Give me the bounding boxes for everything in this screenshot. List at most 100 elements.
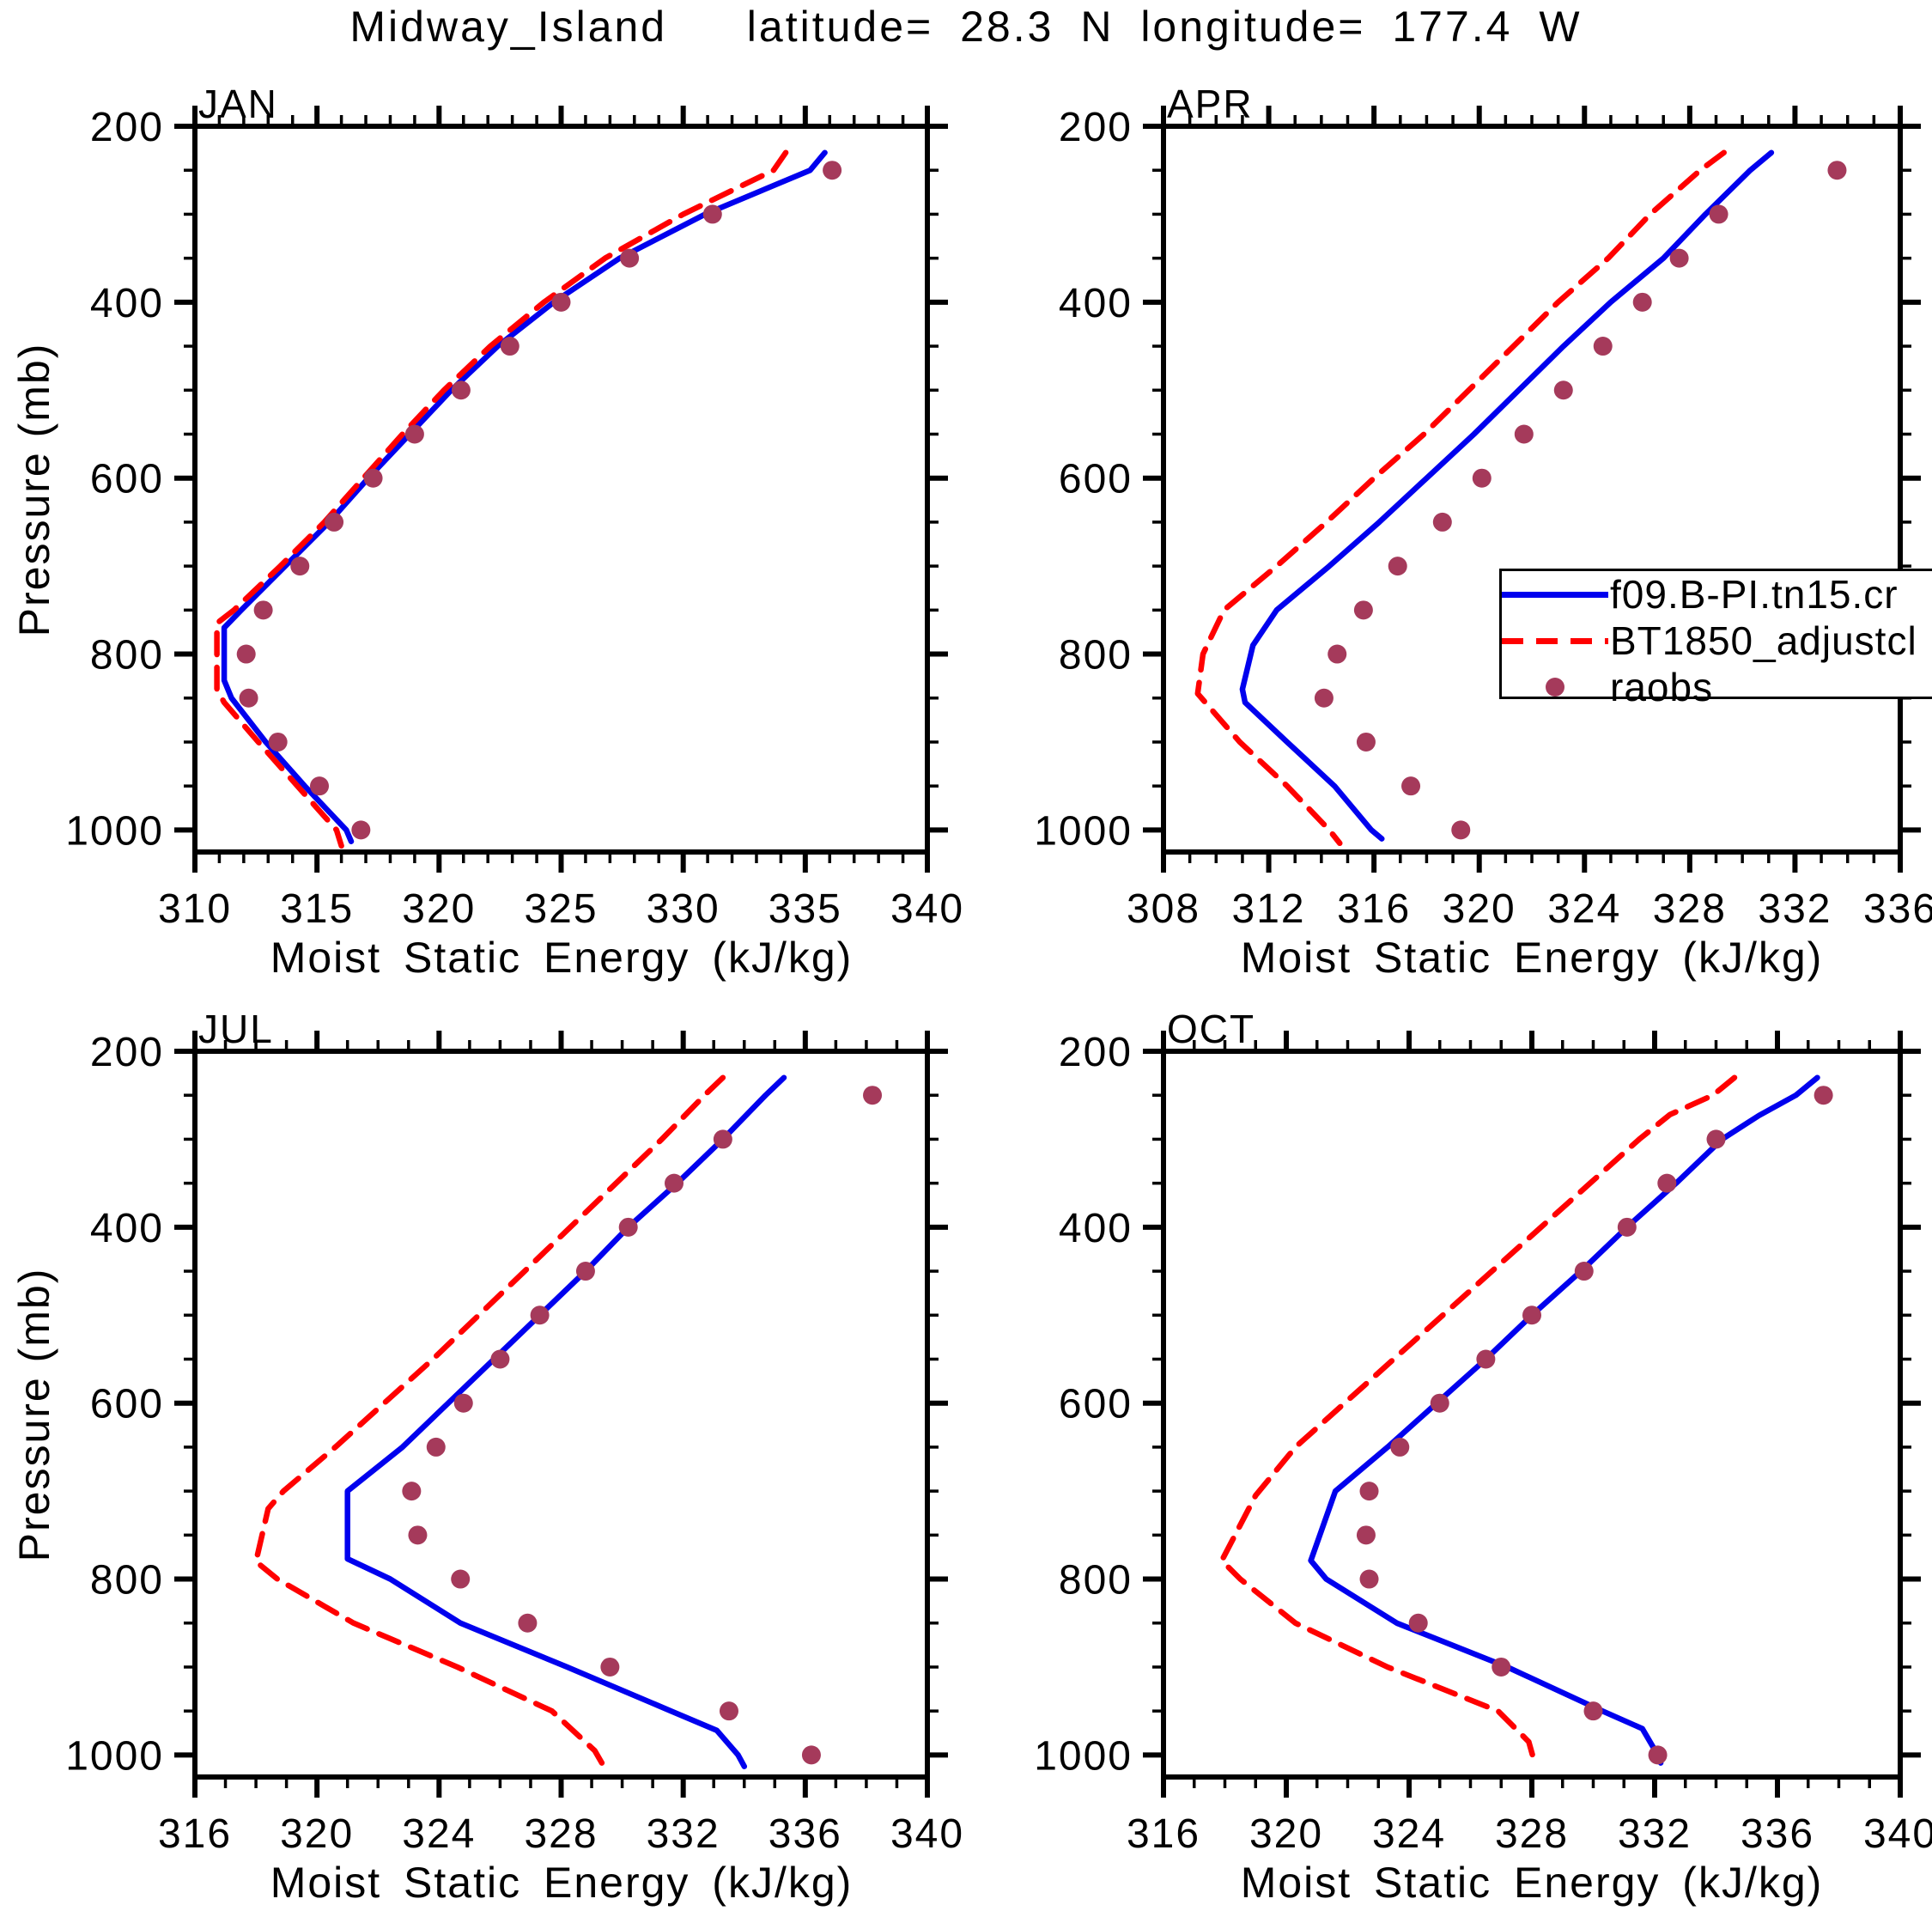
y-axis-apr: 200 400 600 800 1000 bbox=[1034, 105, 1921, 854]
raobs-dot bbox=[1451, 820, 1471, 840]
raobs-dot bbox=[1327, 644, 1347, 664]
raobs-dot bbox=[702, 204, 722, 224]
x-tick-label: 330 bbox=[647, 886, 720, 932]
x-axis-jan: 310 315 320 325 330 335 340 bbox=[158, 106, 963, 932]
raobs-dot bbox=[490, 1349, 510, 1369]
plot-frame-oct bbox=[1161, 1049, 1903, 1780]
model-curve-jul bbox=[344, 1074, 787, 1769]
x-tick-label: 310 bbox=[158, 886, 232, 932]
raobs-dot bbox=[500, 337, 519, 356]
x-tick-label: 332 bbox=[1618, 1811, 1692, 1857]
legend: f09.B-PI.tn15.cr BT1850_adjustcl raobs bbox=[1499, 569, 1932, 709]
raobs-dot bbox=[1314, 688, 1334, 708]
raobs-dot bbox=[1632, 292, 1652, 312]
x-tick-label: 336 bbox=[1741, 1811, 1814, 1857]
x-tick-label: 328 bbox=[524, 1811, 598, 1857]
y-tick-label: 400 bbox=[90, 281, 164, 326]
raobs-dot bbox=[530, 1305, 550, 1325]
x-tick-label: 335 bbox=[769, 886, 842, 932]
x-tick-label: 320 bbox=[402, 886, 476, 932]
raobs-dot bbox=[618, 1217, 638, 1237]
x-tick-label: 320 bbox=[280, 1811, 354, 1857]
raobs-dot bbox=[1648, 1745, 1668, 1765]
raobs-dot bbox=[1472, 468, 1492, 488]
raobs-dot bbox=[253, 600, 273, 620]
raobs-dot bbox=[600, 1657, 620, 1677]
y-tick-label: 400 bbox=[1059, 281, 1133, 326]
raobs-dot bbox=[404, 424, 424, 444]
raobs-dot bbox=[453, 1393, 473, 1413]
y-tick-label: 600 bbox=[1059, 1382, 1133, 1427]
legend-red-dashed-line-icon bbox=[1502, 637, 1608, 644]
legend-blue-solid-line-icon bbox=[1502, 591, 1608, 598]
raobs-dot bbox=[451, 380, 471, 400]
raobs-dot bbox=[575, 1262, 595, 1281]
y-tick-label: 600 bbox=[1059, 457, 1133, 502]
y-tick-label: 600 bbox=[90, 1382, 164, 1427]
raobs-dot bbox=[1356, 1525, 1376, 1545]
y-tick-label: 200 bbox=[1059, 105, 1133, 150]
x-tick-label: 316 bbox=[158, 1811, 232, 1857]
legend-row-model: f09.B-PI.tn15.cr bbox=[1502, 571, 1932, 618]
x-tick-label: 324 bbox=[1547, 886, 1621, 932]
y-tick-label: 200 bbox=[90, 105, 164, 150]
plot-frame-jul bbox=[192, 1049, 930, 1780]
raobs-dot bbox=[1356, 732, 1376, 752]
raobs-dot bbox=[1706, 1129, 1726, 1149]
y-tick-label: 400 bbox=[1059, 1206, 1133, 1251]
y-tick-label: 1000 bbox=[65, 1733, 164, 1779]
raobs-dot bbox=[1388, 557, 1407, 576]
x-tick-label: 336 bbox=[1863, 886, 1932, 932]
raobs-dot bbox=[1476, 1349, 1496, 1369]
bt1850-curve-jul bbox=[252, 1074, 726, 1769]
raobs-dots-jan bbox=[236, 161, 842, 840]
legend-row-bt1850: BT1850_adjustcl bbox=[1502, 618, 1932, 664]
raobs-dot bbox=[1514, 424, 1534, 444]
raobs-dot bbox=[1657, 1173, 1677, 1193]
raobs-dots-apr bbox=[1314, 161, 1847, 840]
raobs-dot bbox=[1617, 1217, 1637, 1237]
x-tick-label: 315 bbox=[280, 886, 354, 932]
raobs-dots-oct bbox=[1356, 1086, 1833, 1765]
x-tick-label: 332 bbox=[647, 1811, 720, 1857]
raobs-dot bbox=[518, 1613, 538, 1633]
plot-frame-apr bbox=[1161, 124, 1903, 855]
model-curve-apr bbox=[1239, 149, 1775, 842]
raobs-dot bbox=[1353, 600, 1373, 620]
raobs-dot bbox=[665, 1173, 684, 1193]
x-axis-title-apr: Moist Static Energy (kJ/kg) bbox=[1240, 934, 1824, 982]
panel-jul: 316 320 324 328 332 336 340 200 400 600 800 1000 bbox=[65, 1030, 963, 1857]
bt1850-curve-jan bbox=[214, 149, 789, 849]
x-tick-label: 308 bbox=[1127, 886, 1200, 932]
x-tick-label: 316 bbox=[1337, 886, 1411, 932]
y-axis-oct: 200 400 600 800 1000 bbox=[1034, 1030, 1921, 1779]
panel-apr: 308 312 316 320 324 328 332 336 200 400 600 800 1000 bbox=[1034, 105, 1932, 932]
raobs-dot bbox=[551, 292, 571, 312]
y-tick-label: 200 bbox=[1059, 1030, 1133, 1075]
y-axis-jan: 200 400 600 800 1000 bbox=[65, 105, 948, 854]
raobs-dot bbox=[351, 820, 371, 840]
raobs-dot bbox=[325, 512, 344, 532]
plot-frame-jan bbox=[192, 124, 930, 855]
model-curve-oct bbox=[1308, 1074, 1820, 1766]
bt1850-curve-apr bbox=[1194, 149, 1727, 847]
raobs-dot bbox=[1401, 776, 1421, 796]
raobs-dot bbox=[1390, 1437, 1410, 1457]
raobs-dot bbox=[1522, 1305, 1541, 1325]
raobs-dot bbox=[451, 1569, 471, 1589]
x-tick-label: 325 bbox=[524, 886, 598, 932]
raobs-dot bbox=[801, 1745, 821, 1765]
raobs-dot bbox=[1359, 1569, 1379, 1589]
raobs-dot bbox=[1669, 248, 1689, 268]
raobs-dot bbox=[620, 248, 640, 268]
legend-sample-area bbox=[1502, 591, 1608, 598]
x-axis-title-oct: Moist Static Energy (kJ/kg) bbox=[1240, 1859, 1824, 1907]
raobs-dot bbox=[863, 1086, 883, 1105]
x-axis-title-jan: Moist Static Energy (kJ/kg) bbox=[270, 934, 854, 982]
y-tick-label: 800 bbox=[90, 1558, 164, 1604]
panel-title-apr: APR bbox=[1167, 82, 1254, 126]
legend-label-raobs: raobs bbox=[1610, 665, 1714, 709]
x-tick-label: 336 bbox=[769, 1811, 842, 1857]
